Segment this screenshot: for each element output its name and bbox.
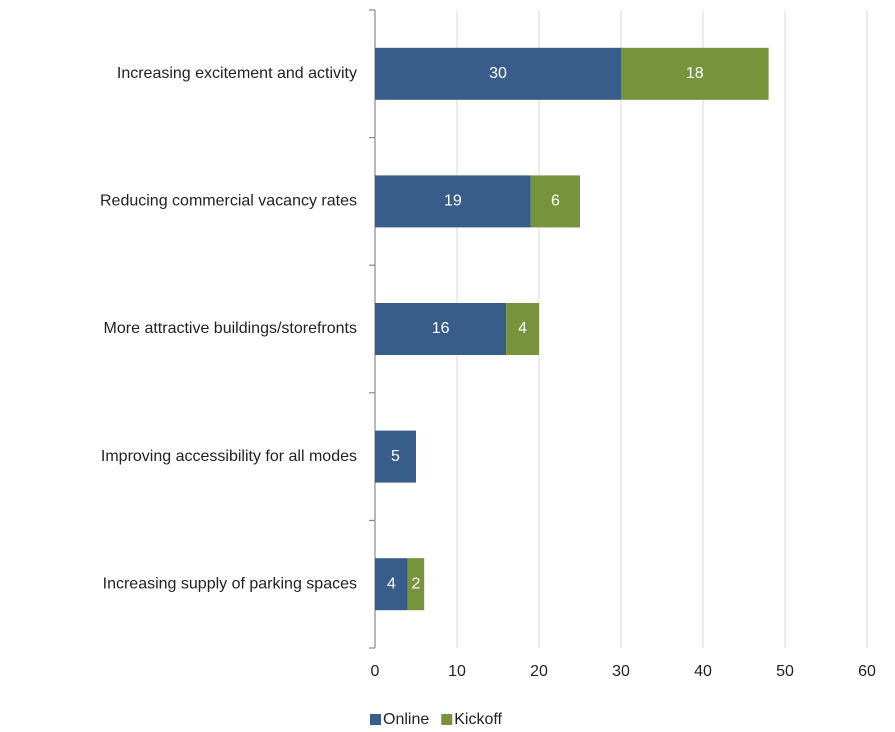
x-tick-label: 0 xyxy=(371,663,380,680)
y-tick-label: Reducing commercial vacancy rates xyxy=(100,193,357,210)
legend-swatch xyxy=(441,714,453,725)
legend-label: Online xyxy=(383,711,429,728)
value-label: 6 xyxy=(551,193,560,210)
bar-segment xyxy=(375,303,507,355)
bar-segment xyxy=(375,430,416,483)
y-tick-label: Improving accessibility for all modes xyxy=(101,448,357,465)
x-tick-label: 60 xyxy=(858,663,876,680)
bar-segment xyxy=(621,47,769,100)
value-label: 2 xyxy=(412,575,421,592)
y-tick-label: More attractive buildings/storefronts xyxy=(104,320,357,337)
legend-swatch xyxy=(370,714,381,725)
bar-segment xyxy=(375,47,621,100)
bar-segment xyxy=(407,558,425,611)
value-label: 19 xyxy=(444,193,462,210)
bar-segment xyxy=(506,303,539,355)
value-label: 18 xyxy=(686,65,704,82)
y-tick-label: Increasing excitement and activity xyxy=(117,65,357,82)
value-label: 4 xyxy=(518,320,527,337)
bar-segment xyxy=(375,558,408,611)
value-label: 30 xyxy=(489,65,507,82)
x-tick-label: 40 xyxy=(694,663,712,680)
x-tick-label: 30 xyxy=(612,663,630,680)
value-label: 4 xyxy=(387,575,396,592)
value-label: 16 xyxy=(432,320,450,337)
y-tick-label: Increasing supply of parking spaces xyxy=(103,575,357,592)
bar-segment xyxy=(530,175,580,228)
x-tick-label: 10 xyxy=(448,663,466,680)
legend-label: Kickoff xyxy=(454,711,502,728)
bar-segment xyxy=(375,175,531,228)
x-tick-label: 20 xyxy=(530,663,548,680)
x-tick-label: 50 xyxy=(776,663,794,680)
value-label: 5 xyxy=(391,448,400,465)
